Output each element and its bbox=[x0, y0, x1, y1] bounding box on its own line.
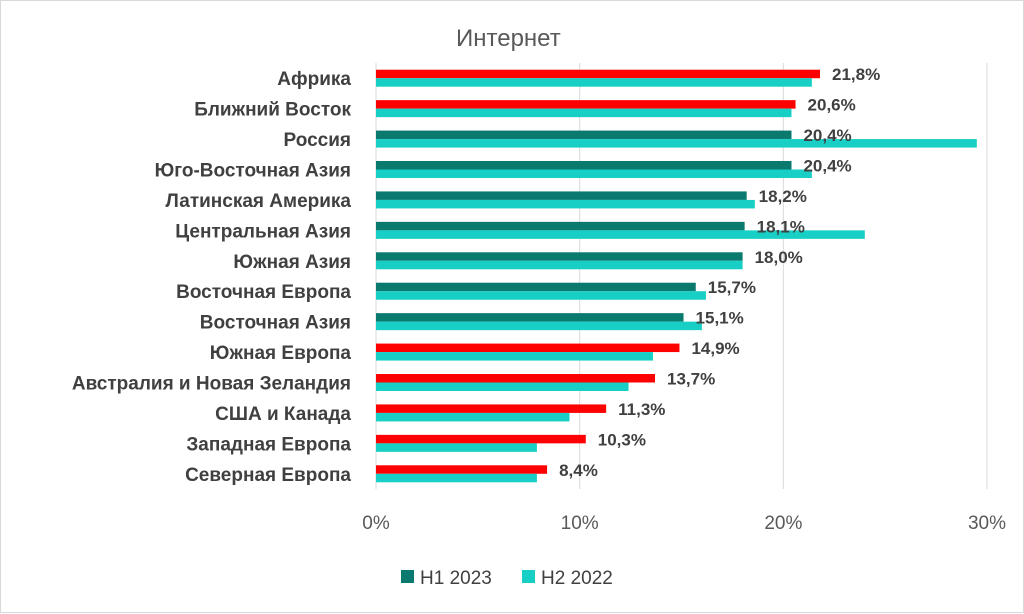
gridlines bbox=[375, 63, 988, 489]
bar-h2-2022 bbox=[376, 473, 537, 483]
x-tick-label: 0% bbox=[362, 513, 390, 534]
data-label-h1-2023: 14,9% bbox=[691, 339, 739, 358]
bar-h2-2022 bbox=[376, 78, 812, 87]
bar-h1-2023 bbox=[376, 343, 680, 353]
category-label: Центральная Азия bbox=[175, 221, 351, 242]
x-tick-label: 20% bbox=[764, 513, 802, 534]
x-tick-label: 30% bbox=[968, 513, 1006, 534]
legend-swatch-h2-2022 bbox=[522, 570, 535, 583]
category-label: Западная Европа bbox=[186, 434, 351, 455]
category-label: Северная Европа bbox=[185, 465, 351, 486]
bar-h1-2023 bbox=[376, 130, 792, 140]
bar-h2-2022 bbox=[376, 291, 706, 300]
bar-h2-2022 bbox=[376, 260, 743, 270]
category-label: Южная Азия bbox=[233, 252, 351, 273]
legend-swatch-h1-2023 bbox=[401, 570, 414, 583]
chart-title: Интернет bbox=[456, 25, 561, 52]
category-label: Восточная Европа bbox=[176, 282, 351, 303]
category-label: Восточная Азия bbox=[200, 313, 351, 334]
bar-h2-2022 bbox=[376, 108, 792, 118]
bar-h1-2023 bbox=[376, 282, 696, 292]
bar-h2-2022 bbox=[376, 443, 537, 452]
bar-h2-2022 bbox=[376, 199, 755, 209]
category-label: США и Канада bbox=[215, 404, 351, 425]
bar-h1-2023 bbox=[376, 313, 684, 322]
category-label: Австралия и Новая Зеландия bbox=[72, 374, 351, 395]
category-label: Южная Европа bbox=[210, 343, 352, 364]
bar-h1-2023 bbox=[376, 221, 745, 231]
category-label: Латинская Америка bbox=[165, 191, 351, 212]
bar-h2-2022 bbox=[376, 169, 812, 178]
data-label-h1-2023: 20,4% bbox=[803, 157, 851, 176]
bar-h1-2023 bbox=[376, 161, 792, 170]
category-label: Россия bbox=[284, 130, 351, 151]
bar-h1-2023 bbox=[376, 100, 796, 109]
data-labels: 21,8% 20,6% 20,4% 20,4% 18,2% 18,1% 18,0% 15,7%… bbox=[559, 65, 880, 480]
legend: H1 2023 H2 2022 bbox=[401, 568, 613, 589]
bar-h1-2023 bbox=[376, 69, 820, 79]
bar-h1-2023 bbox=[376, 465, 548, 474]
data-label-h1-2023: 13,7% bbox=[667, 370, 715, 389]
bar-h2-2022 bbox=[376, 139, 977, 148]
x-tick-label: 10% bbox=[561, 513, 599, 534]
data-label-h1-2023: 21,8% bbox=[832, 65, 880, 84]
data-label-h1-2023: 20,6% bbox=[808, 96, 856, 115]
data-label-h1-2023: 11,3% bbox=[618, 400, 665, 419]
data-label-h1-2023: 8,4% bbox=[559, 461, 598, 480]
category-labels: Африка Ближний Восток Россия Юго-Восточная … bbox=[72, 69, 352, 486]
category-label: Африка bbox=[277, 69, 351, 90]
x-axis-tick-labels: 0% 10% 20% 30% bbox=[362, 513, 1006, 534]
bar-h1-2023 bbox=[376, 374, 656, 383]
legend-label-h2-2022: H2 2022 bbox=[541, 568, 613, 589]
bars bbox=[376, 69, 977, 483]
bar-h1-2023 bbox=[376, 252, 743, 261]
bar-h1-2023 bbox=[376, 191, 747, 200]
data-label-h1-2023: 18,0% bbox=[755, 248, 803, 267]
category-label: Ближний Восток bbox=[194, 100, 351, 121]
bar-h2-2022 bbox=[376, 412, 570, 422]
data-label-h1-2023: 20,4% bbox=[803, 126, 851, 145]
data-label-h1-2023: 15,1% bbox=[696, 309, 744, 328]
data-label-h1-2023: 18,1% bbox=[757, 217, 805, 236]
bar-h2-2022 bbox=[376, 382, 629, 391]
legend-label-h1-2023: H1 2023 bbox=[420, 568, 492, 589]
bar-h2-2022 bbox=[376, 230, 865, 239]
data-label-h1-2023: 10,3% bbox=[598, 430, 646, 449]
category-label: Юго-Восточная Азия bbox=[155, 161, 351, 182]
bar-h2-2022 bbox=[376, 321, 702, 331]
data-label-h1-2023: 18,2% bbox=[759, 187, 807, 206]
bar-h1-2023 bbox=[376, 434, 586, 444]
bar-h2-2022 bbox=[376, 352, 653, 361]
data-label-h1-2023: 15,7% bbox=[708, 278, 756, 297]
bar-h1-2023 bbox=[376, 404, 607, 413]
